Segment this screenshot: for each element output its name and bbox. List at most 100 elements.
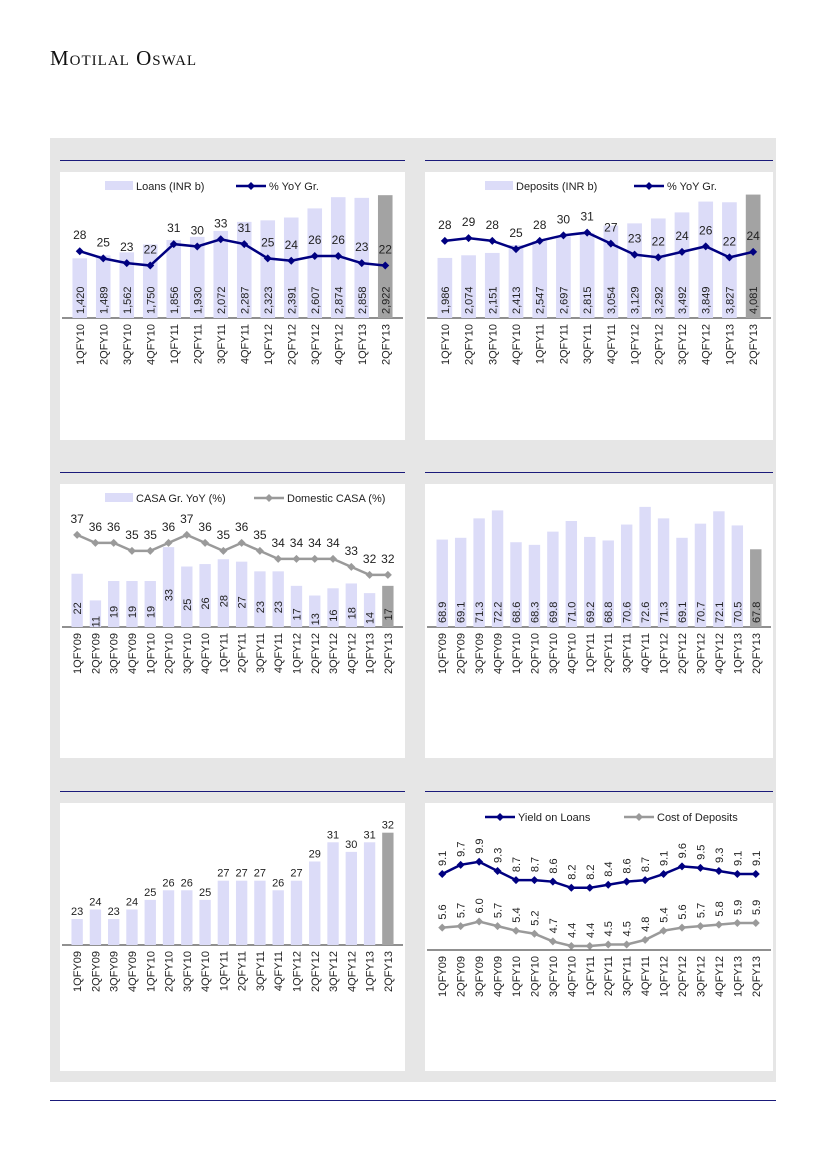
x-tick-label: 1QFY13 [365, 633, 377, 674]
series-line [442, 920, 756, 948]
line-data-label: 28 [533, 218, 547, 232]
legend-marker-icon [247, 182, 255, 190]
data-point-marker [630, 250, 639, 259]
line-data-label: 25 [509, 226, 523, 240]
legend-bar-swatch [105, 493, 133, 502]
data-point-marker [274, 554, 283, 563]
bar-data-label: 3,054 [606, 286, 618, 314]
bar [620, 524, 633, 627]
bar [579, 232, 595, 318]
data-point-marker [310, 252, 319, 260]
bar-data-label: 2,607 [310, 286, 322, 314]
line-data-label: 35 [217, 528, 231, 542]
chart-title-rule [60, 472, 405, 473]
bar-data-label: 19 [109, 606, 121, 618]
data-point-marker [381, 261, 390, 270]
data-point-marker [714, 866, 723, 875]
data-point-marker [456, 860, 465, 869]
chart-title-rule [425, 791, 773, 792]
data-point-marker [219, 546, 228, 555]
line-data-label: 9.1 [437, 851, 449, 866]
bar-data-label: 1,750 [145, 286, 157, 314]
x-tick-label: 1QFY10 [75, 324, 87, 365]
x-tick-label: 3QFY12 [677, 324, 689, 365]
x-tick-label: 2QFY12 [677, 956, 689, 997]
bar [750, 549, 762, 627]
bar-data-label: 27 [254, 868, 266, 880]
data-point-marker [493, 922, 502, 931]
x-tick-label: 2QFY10 [529, 633, 541, 674]
line-data-label: 5.8 [714, 901, 726, 916]
bar-data-label: 27 [237, 596, 249, 608]
bar [584, 536, 596, 627]
bar [484, 252, 500, 318]
data-point-marker [456, 922, 465, 931]
x-tick-label: 3QFY12 [310, 324, 322, 365]
line-data-label: 9.3 [493, 848, 505, 863]
legend-marker-icon [496, 813, 504, 821]
bar [674, 212, 690, 318]
x-tick-label: 2QFY12 [653, 324, 665, 365]
line-data-label: 37 [70, 512, 84, 526]
bar [199, 564, 211, 627]
data-point-marker [641, 935, 650, 944]
bar [508, 245, 524, 318]
x-tick-label: 2QFY10 [464, 324, 476, 365]
data-point-marker [751, 919, 760, 928]
data-point-marker [383, 570, 392, 579]
bar-data-label: 2,391 [286, 286, 298, 314]
chart-svg: CASA Gr. YoY (%) Domestic CASA (%) 1QFY09 2… [62, 493, 403, 674]
x-tick-label: 1QFY10 [145, 951, 157, 992]
chart-svg: Loans (INR b) % YoY Gr. 1QFY10 2QFY10 3QFY10… [62, 181, 403, 365]
bar-data-label: 27 [217, 868, 229, 880]
chart-title-rule [60, 791, 405, 792]
x-tick-label: 1QFY13 [732, 956, 744, 997]
bar [290, 585, 303, 627]
x-tick-label: 3QFY11 [622, 956, 634, 996]
line-data-label: 34 [326, 536, 340, 550]
data-point-marker [714, 920, 723, 929]
data-point-marker [488, 236, 497, 245]
chart-yield-cost: Yield on Loans Cost of Deposits 1QFY09 2QFY… [425, 803, 773, 1071]
bar [89, 600, 102, 627]
x-tick-label: 4QFY10 [200, 951, 212, 992]
data-point-marker [585, 942, 594, 951]
bar [283, 217, 299, 318]
line-data-label: 26 [308, 233, 322, 247]
x-tick-label: 2QFY09 [90, 951, 102, 992]
bar-data-label: 26 [181, 877, 193, 889]
bar [108, 581, 120, 627]
data-point-marker [216, 235, 225, 244]
bar [72, 258, 88, 318]
bar-data-label: 33 [164, 589, 176, 601]
line-data-label: 30 [191, 223, 205, 237]
line-data-label: 28 [486, 218, 500, 232]
bar [290, 880, 303, 945]
bar [731, 525, 744, 627]
chart-capital: 1QFY09 2QFY09 3QFY09 4QFY09 1QFY10 2QFY10 3QFY… [60, 803, 405, 1071]
x-tick-label: 2QFY13 [383, 633, 395, 674]
x-tick-label: 2QFY09 [456, 633, 468, 674]
bar [126, 909, 138, 945]
x-tick-label: 1QFY12 [659, 633, 671, 674]
bar [181, 890, 193, 945]
line-data-label: 5.7 [493, 903, 505, 918]
x-tick-label: 3QFY11 [622, 633, 634, 673]
x-tick-label: 1QFY09 [72, 633, 84, 674]
legend-marker-icon [635, 813, 643, 821]
bar-data-label: 32 [382, 820, 394, 832]
x-tick-label: 2QFY11 [237, 633, 249, 673]
data-point-marker [678, 923, 686, 932]
x-tick-label: 3QFY09 [474, 633, 486, 674]
x-tick-label: 4QFY12 [701, 324, 713, 365]
x-tick-label: 1QFY09 [437, 956, 449, 997]
bar-data-label: 70.6 [622, 602, 634, 623]
line-data-label: 8.2 [566, 865, 578, 880]
line-data-label: 9.9 [474, 838, 486, 853]
data-point-marker [604, 940, 613, 949]
chart-title-rule [425, 160, 773, 161]
bar-data-label: 2,697 [558, 286, 570, 314]
bar-data-label: 24 [89, 896, 101, 908]
chart-loans: Loans (INR b) % YoY Gr. 1QFY10 2QFY10 3QFY10… [60, 172, 405, 440]
x-tick-label: 1QFY13 [732, 633, 744, 674]
